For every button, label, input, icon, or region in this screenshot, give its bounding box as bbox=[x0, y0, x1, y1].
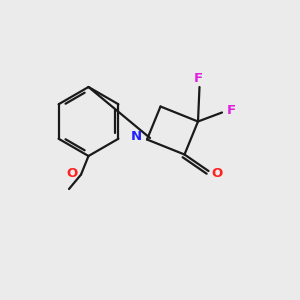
Text: F: F bbox=[227, 104, 236, 118]
Text: F: F bbox=[194, 71, 202, 85]
Text: O: O bbox=[212, 167, 223, 180]
Text: O: O bbox=[66, 167, 78, 180]
Text: N: N bbox=[131, 130, 142, 143]
